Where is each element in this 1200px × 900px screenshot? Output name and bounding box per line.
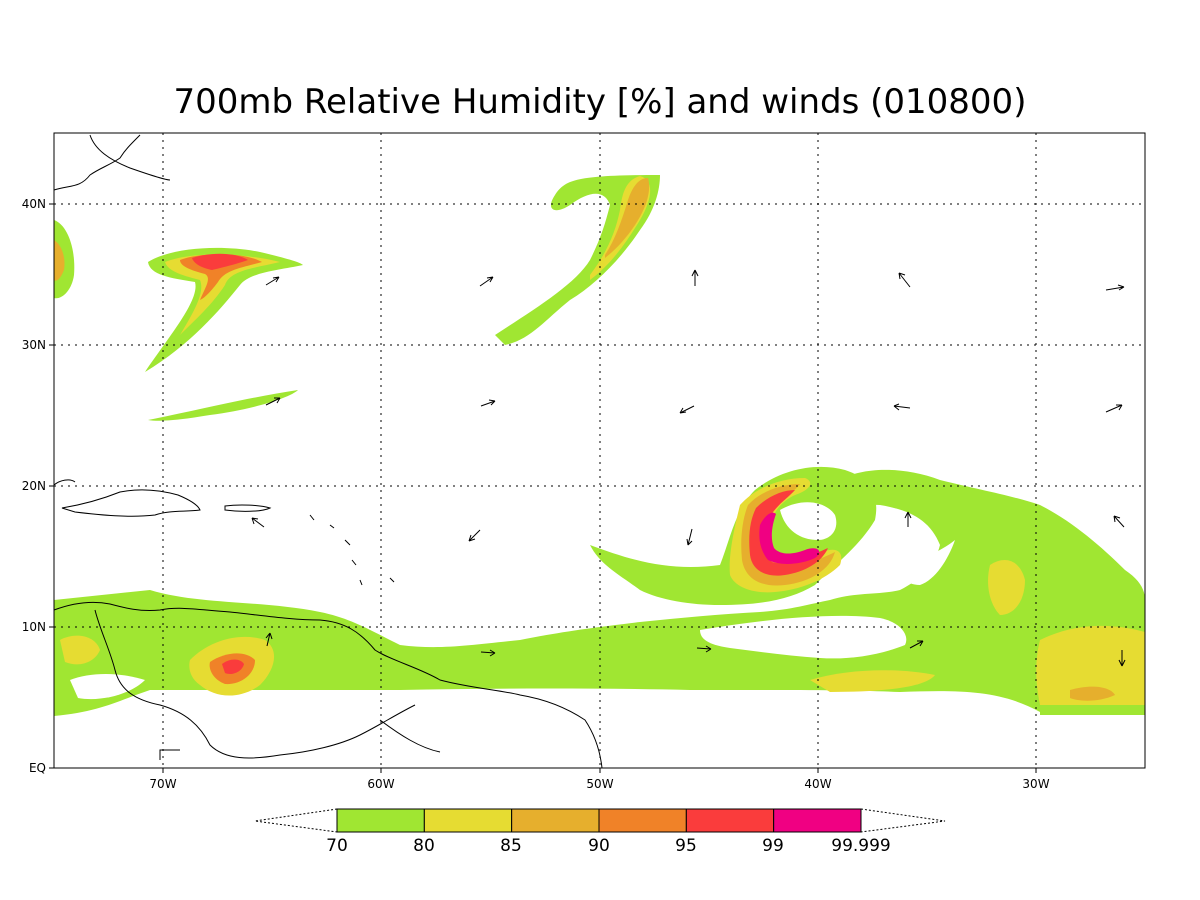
coastline-north-america xyxy=(53,134,171,191)
wind-arrow xyxy=(696,645,712,653)
gridlines xyxy=(54,133,1145,768)
colorbar-label: 95 xyxy=(675,836,697,856)
colorbar-label: 90 xyxy=(588,836,610,856)
humidity-region-colombia xyxy=(60,635,100,665)
colorbar-swatch xyxy=(511,808,600,833)
wind-arrow xyxy=(265,276,280,286)
humidity-patch-east-south xyxy=(1036,625,1145,705)
lat-tick-label: 30N xyxy=(22,338,46,352)
wind-arrow xyxy=(1105,284,1125,291)
wind-arrow xyxy=(265,397,281,406)
storm-inner-dry xyxy=(780,502,837,540)
lat-tick-label: 10N xyxy=(22,620,46,634)
wind-arrow xyxy=(1113,515,1125,528)
map-title: 700mb Relative Humidity [%] and winds (0… xyxy=(174,82,1027,122)
wind-vectors xyxy=(251,269,1126,667)
wind-arrow xyxy=(898,272,911,288)
colorbar-label: 80 xyxy=(413,836,435,856)
wind-arrow xyxy=(909,640,924,649)
humidity-band-subtropical xyxy=(148,390,298,421)
colorbar-swatch xyxy=(685,808,775,833)
wind-arrow xyxy=(904,511,912,527)
humidity-region-north-west xyxy=(145,247,303,372)
colorbar-left-extension xyxy=(254,808,338,833)
coastlines xyxy=(53,134,603,769)
humidity-region-north-west-core xyxy=(165,254,280,335)
lon-tick-label: 70W xyxy=(149,777,176,791)
wind-arrow xyxy=(265,632,273,647)
lon-axis: 70W 60W 50W 40W 30W xyxy=(149,768,1050,791)
colorbar-label: 99 xyxy=(762,836,784,856)
colorbar-right-extension xyxy=(860,808,946,833)
lon-tick-label: 30W xyxy=(1022,777,1049,791)
humidity-patch-east-south-core xyxy=(1070,686,1115,701)
humidity-patch-south-center xyxy=(810,670,935,692)
wind-arrow xyxy=(1105,404,1123,413)
coastline-cuba xyxy=(53,479,76,486)
wind-arrow xyxy=(686,528,693,546)
wind-arrow xyxy=(468,529,481,542)
wind-arrow xyxy=(1118,650,1126,667)
wind-arrow xyxy=(679,405,695,414)
colorbar-label: 85 xyxy=(500,836,522,856)
coastline-hispaniola xyxy=(61,489,201,517)
wind-arrow xyxy=(251,517,265,528)
colorbar-swatch xyxy=(598,808,687,833)
wind-arrow xyxy=(893,403,911,411)
wind-arrow xyxy=(480,649,496,657)
lat-tick-label: 20N xyxy=(22,479,46,493)
humidity-field xyxy=(54,175,1145,716)
lat-axis: 40N 30N 20N 10N EQ xyxy=(22,197,54,775)
colorbar-swatch xyxy=(423,808,513,833)
lat-tick-label: 40N xyxy=(22,197,46,211)
humidity-region-north-west-peak xyxy=(192,253,248,270)
storm-band-red xyxy=(749,490,828,576)
dry-pocket-tropical xyxy=(700,615,907,659)
dry-pocket-west xyxy=(70,674,145,700)
humidity-patch-east-mid xyxy=(988,560,1025,615)
colorbar-label: 70 xyxy=(326,836,348,856)
wind-arrow xyxy=(691,269,699,286)
coastline-south-america xyxy=(53,601,603,769)
humidity-region-venezuela-peak xyxy=(222,659,244,674)
colorbar-label: 99.999 xyxy=(831,836,890,856)
colorbar: 70 80 85 90 95 99 99.999 xyxy=(254,808,946,856)
coastline-puerto-rico xyxy=(224,504,272,512)
humidity-band-central-north-max xyxy=(605,178,650,258)
coastline-lesser-antilles xyxy=(309,514,395,586)
lon-tick-label: 50W xyxy=(586,777,613,791)
humidity-region-west-edge-core xyxy=(54,240,65,281)
dry-pocket-east xyxy=(899,540,955,585)
lon-tick-label: 60W xyxy=(367,777,394,791)
wind-arrow xyxy=(479,276,494,287)
storm-core-magenta xyxy=(759,512,820,564)
lat-tick-label: EQ xyxy=(29,761,46,775)
colorbar-swatch xyxy=(773,808,862,833)
lon-tick-label: 40W xyxy=(804,777,831,791)
wind-arrow xyxy=(480,399,496,407)
colorbar-swatch xyxy=(336,808,425,833)
